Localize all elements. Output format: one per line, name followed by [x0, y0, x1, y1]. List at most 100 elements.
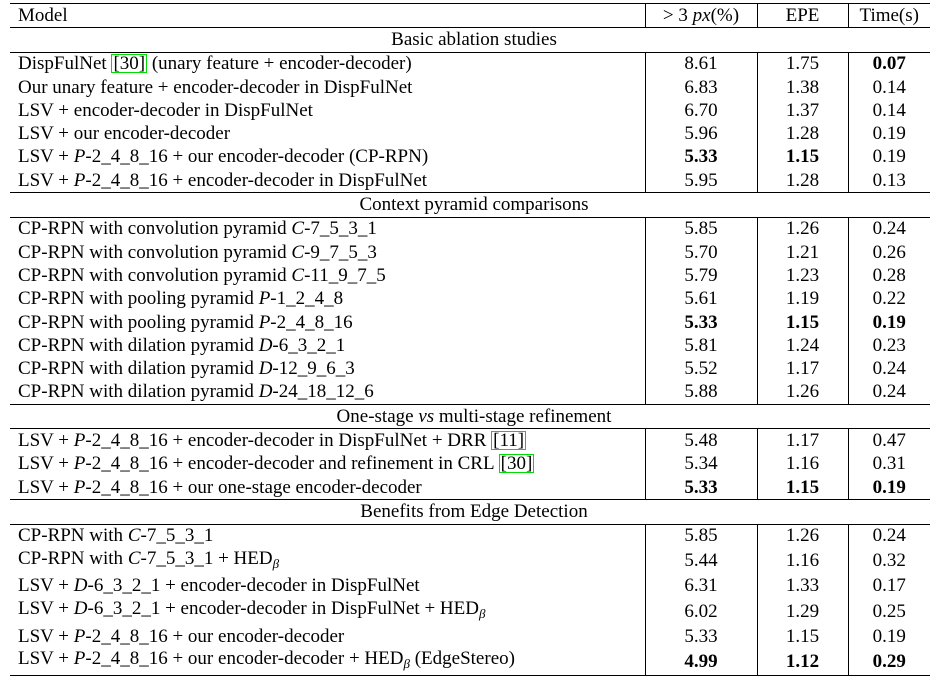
text-segment: CP-RPN with pooling pyramid [18, 288, 259, 310]
text-segment: Time(s) [859, 4, 919, 26]
section-title: Context pyramid comparisons [10, 192, 930, 218]
value-cell: 0.25 [847, 598, 930, 626]
text-segment: LSV + [18, 429, 74, 451]
value-cell: 1.16 [756, 452, 848, 476]
value-cell: 1.37 [756, 99, 848, 123]
model-cell: DispFulNet [30] (unary feature + encoder… [10, 52, 645, 76]
value-cell: 1.15 [756, 145, 848, 170]
header-row: Model > 3 px(%) EPE Time(s) [10, 3, 930, 29]
text-segment: CP-RPN with convolution pyramid [18, 218, 292, 240]
text-segment: P [73, 648, 86, 670]
value-cell: 1.17 [756, 357, 848, 381]
header-cell: Time(s) [847, 3, 930, 29]
value-cell: 5.52 [644, 357, 757, 381]
data-row: CP-RPN with dilation pyramid D-6_3_2_1 5.… [10, 334, 930, 358]
data-row: LSV + P-2_4_8_16 + our one-stage encoder… [10, 475, 930, 500]
text-segment: P [73, 169, 86, 191]
section-row: Benefits from Edge Detection [10, 499, 930, 525]
value-cell: 1.75 [756, 52, 848, 76]
text-segment: -2_4_8_16 + encoder-decoder and refineme… [85, 453, 499, 475]
text-segment: -2_4_8_16 + encoder-decoder in DispFulNe… [85, 429, 492, 451]
text-segment: P [73, 476, 86, 498]
value-cell: 0.24 [847, 357, 930, 381]
value-cell: 1.26 [756, 524, 848, 548]
value-cell: 5.33 [644, 145, 757, 170]
section-row: One-stage vs multi-stage refinement [10, 404, 930, 430]
text-segment: P [258, 311, 271, 333]
value-cell: 1.33 [756, 574, 848, 599]
model-cell: LSV + encoder-decoder in DispFulNet [10, 99, 645, 122]
text-segment: CP-RPN with dilation pyramid [18, 358, 259, 380]
value-cell: 0.13 [847, 169, 930, 193]
text-segment: -7_5_3_1 + HED [140, 547, 273, 569]
text-segment: D [258, 358, 273, 380]
data-row: CP-RPN with convolution pyramid C-7_5_3_… [10, 217, 930, 241]
text-segment: Model [18, 4, 68, 26]
text-segment: Basic ablation studies [391, 28, 557, 50]
model-cell: CP-RPN with C-7_5_3_1 + HEDβ [10, 548, 645, 575]
model-cell: CP-RPN with dilation pyramid D-12_9_6_3 [10, 357, 645, 380]
value-cell: 0.19 [847, 310, 930, 335]
value-cell: 6.31 [644, 574, 757, 599]
value-cell: 5.85 [644, 217, 757, 241]
text-segment: LSV + [18, 169, 74, 191]
text-segment: px [692, 4, 711, 26]
text-segment: CP-RPN with convolution pyramid [18, 241, 292, 263]
text-segment: P [73, 429, 86, 451]
value-cell: 0.22 [847, 287, 930, 311]
value-cell: 5.44 [644, 547, 757, 575]
value-cell: 5.33 [644, 475, 757, 500]
text-segment: β [272, 555, 280, 571]
text-segment: CP-RPN with [18, 547, 128, 569]
model-cell: LSV + P-2_4_8_16 + encoder-decoder in Di… [10, 429, 645, 453]
text-segment: (EdgeStereo) [409, 648, 515, 670]
value-cell: 5.70 [644, 240, 757, 265]
text-segment: EPE [785, 4, 820, 26]
value-cell: 0.14 [847, 75, 930, 100]
model-cell: LSV + P-2_4_8_16 + our encoder-decoder (… [10, 146, 645, 169]
model-cell: CP-RPN with dilation pyramid D-24_18_12_… [10, 381, 645, 405]
text-segment: -11_9_7_5 [304, 264, 386, 286]
text-segment: [11] [491, 429, 527, 451]
model-cell: LSV + D-6_3_2_1 + encoder-decoder in Dis… [10, 575, 645, 598]
text-segment: LSV + [18, 476, 74, 498]
data-row: LSV + P-2_4_8_16 + encoder-decoder and r… [10, 452, 930, 476]
data-row: LSV + our encoder-decoder 5.96 1.28 0.19 [10, 122, 930, 146]
value-cell: 0.24 [847, 524, 930, 548]
value-cell: 1.17 [756, 428, 848, 453]
data-row: DispFulNet [30] (unary feature + encoder… [10, 52, 930, 76]
value-cell: 6.83 [644, 75, 757, 100]
table-body: Model > 3 px(%) EPE Time(s) Basic ablation s… [10, 3, 930, 676]
text-segment: -9_7_5_3 [304, 241, 377, 263]
text-segment: -6_3_2_1 + encoder-decoder in DispFulNet… [87, 598, 479, 620]
text-segment: P [73, 625, 86, 647]
data-row: LSV + encoder-decoder in DispFulNet 6.70 1… [10, 99, 930, 123]
text-segment: LSV + [18, 575, 74, 597]
text-segment: D [73, 598, 88, 620]
text-segment: -7_5_3_1 [304, 218, 377, 240]
value-cell: 5.81 [644, 334, 757, 358]
value-cell: 0.32 [847, 547, 930, 575]
model-cell: CP-RPN with convolution pyramid C-7_5_3_… [10, 217, 645, 241]
data-row: CP-RPN with C-7_5_3_1 5.85 1.26 0.24 [10, 524, 930, 548]
text-segment: D [73, 575, 88, 597]
text-segment: Context pyramid comparisons [359, 194, 589, 216]
data-row: Our unary feature + encoder-decoder in D… [10, 75, 930, 100]
model-cell: LSV + P-2_4_8_16 + encoder-decoder in Di… [10, 169, 645, 193]
text-segment: -6_3_2_1 [272, 334, 346, 356]
value-cell: 5.61 [644, 287, 757, 311]
text-segment: (%) [710, 4, 740, 26]
value-cell: 0.47 [847, 428, 930, 453]
value-cell: 0.24 [847, 380, 930, 405]
data-row: LSV + P-2_4_8_16 + our encoder-decoder 5.… [10, 625, 930, 649]
value-cell: 0.14 [847, 99, 930, 123]
text-segment: P [73, 146, 86, 168]
results-table: Model > 3 px(%) EPE Time(s) Basic ablation s… [10, 3, 930, 677]
model-cell: CP-RPN with pooling pyramid P-1_2_4_8 [10, 288, 645, 311]
text-segment: CP-RPN with pooling pyramid [18, 311, 259, 333]
text-segment: D [258, 381, 273, 403]
value-cell: 0.19 [847, 625, 930, 649]
text-segment: -2_4_8_16 + our encoder-decoder + HED [85, 648, 404, 670]
text-segment: CP-RPN with [18, 525, 128, 547]
value-cell: 0.28 [847, 264, 930, 288]
